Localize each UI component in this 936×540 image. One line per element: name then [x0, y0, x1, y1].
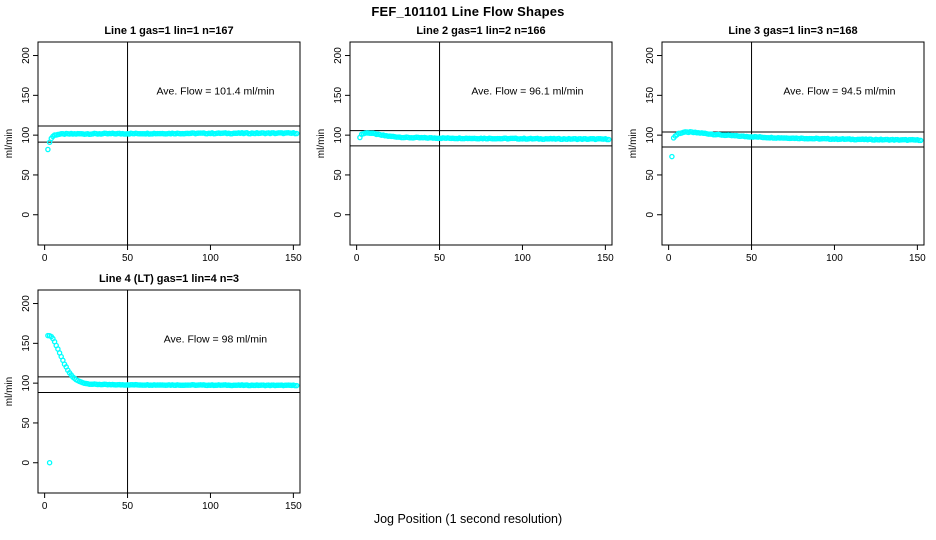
y-tick-label: 100 — [333, 126, 344, 143]
ave-flow-annotation: Ave. Flow = 98 ml/min — [164, 334, 268, 346]
panel-line1: 0 50 100 150 0 50 100 150 200 ml/min Ave. Flow = 1… — [0, 20, 312, 268]
line3-plot: 0 50 100 150 0 50 100 150 200 ml/min Ave. Flow = 9… — [628, 41, 926, 264]
x-tick-label: 100 — [826, 253, 843, 264]
data-point — [45, 146, 51, 153]
y-tick-label: 200 — [333, 47, 344, 64]
plot-frame — [661, 41, 925, 246]
y-tick-label: 200 — [21, 47, 32, 64]
plot-frame — [37, 289, 301, 494]
y-tick-label: 150 — [21, 335, 32, 352]
y-axis-title: ml/min — [316, 129, 327, 158]
x-tick-label: 0 — [42, 253, 48, 264]
y-axis-title: ml/min — [4, 377, 15, 406]
y-tick-label: 50 — [21, 417, 32, 429]
y-tick-label: 0 — [21, 212, 32, 218]
y-tick-label: 50 — [21, 169, 32, 181]
x-tick-label: 150 — [597, 253, 614, 264]
x-tick-label: 0 — [666, 253, 672, 264]
y-tick-label: 150 — [645, 87, 656, 104]
x-axis: 0 50 100 150 — [354, 245, 614, 264]
x-axis: 0 50 100 150 — [42, 245, 302, 264]
x-tick-label: 100 — [514, 253, 531, 264]
plot-frame — [37, 41, 301, 246]
panel-title-line2: Line 2 gas=1 lin=2 n=166 — [416, 25, 546, 37]
ave-flow-annotation: Ave. Flow = 94.5 ml/min — [783, 86, 895, 98]
y-axis-title: ml/min — [4, 129, 15, 158]
data-point — [917, 137, 924, 144]
panel-line4: 0 50 100 150 0 50 100 150 200 ml/min Ave. Flow = 9… — [0, 268, 312, 516]
x-tick-label: 150 — [285, 501, 302, 512]
data-points — [45, 332, 300, 466]
reference-lines — [38, 42, 300, 245]
page-title: FEF_101101 Line Flow Shapes — [371, 4, 565, 19]
x-tick-label: 50 — [122, 253, 134, 264]
x-tick-label: 0 — [354, 253, 360, 264]
x-axis-label: Jog Position (1 second resolution) — [373, 512, 563, 526]
line4-plot: 0 50 100 150 0 50 100 150 200 ml/min Ave. Flow = 9… — [4, 289, 302, 512]
x-tick-label: 50 — [746, 253, 758, 264]
x-axis: 0 50 100 150 — [42, 493, 302, 512]
y-tick-label: 50 — [645, 169, 656, 181]
data-point — [605, 136, 612, 143]
x-tick-label: 100 — [202, 253, 219, 264]
x-tick-label: 150 — [285, 253, 302, 264]
data-points — [357, 130, 612, 143]
y-axis: 0 50 100 150 200 — [645, 47, 662, 218]
data-point — [669, 153, 675, 160]
y-tick-label: 100 — [21, 126, 32, 143]
data-points — [669, 128, 924, 160]
panel-line3: 0 50 100 150 0 50 100 150 200 ml/min Ave. Flow = 9… — [624, 20, 936, 268]
y-axis: 0 50 100 150 200 — [21, 295, 38, 466]
plot-frame — [349, 41, 613, 246]
panel-line2: 0 50 100 150 0 50 100 150 200 ml/min Ave. Flow = 9… — [312, 20, 624, 268]
data-point — [293, 382, 300, 389]
y-tick-label: 150 — [21, 87, 32, 104]
y-tick-label: 150 — [333, 87, 344, 104]
y-tick-label: 0 — [645, 212, 656, 218]
reference-lines — [350, 42, 612, 245]
y-tick-label: 50 — [333, 169, 344, 181]
y-axis: 0 50 100 150 200 — [21, 47, 38, 218]
x-axis: 0 50 100 150 — [666, 245, 926, 264]
x-tick-label: 0 — [42, 501, 48, 512]
data-point — [46, 459, 53, 466]
ave-flow-annotation: Ave. Flow = 96.1 ml/min — [471, 86, 583, 98]
x-tick-label: 100 — [202, 501, 219, 512]
y-tick-label: 0 — [333, 212, 344, 218]
y-axis-title: ml/min — [628, 129, 639, 158]
panel-title-line4: Line 4 (LT) gas=1 lin=4 n=3 — [98, 273, 240, 285]
x-tick-label: 150 — [909, 253, 926, 264]
y-tick-label: 200 — [645, 47, 656, 64]
y-tick-label: 100 — [21, 374, 32, 391]
reference-lines — [38, 290, 300, 493]
y-axis: 0 50 100 150 200 — [333, 47, 350, 218]
x-tick-label: 50 — [122, 501, 134, 512]
y-tick-label: 0 — [21, 460, 32, 466]
line2-plot: 0 50 100 150 0 50 100 150 200 ml/min Ave. Flow = 9… — [316, 41, 614, 264]
reference-lines — [662, 42, 924, 245]
data-points — [45, 130, 300, 153]
x-tick-label: 50 — [434, 253, 446, 264]
panel-title-line3: Line 3 gas=1 lin=3 n=168 — [728, 25, 858, 37]
ave-flow-annotation: Ave. Flow = 101.4 ml/min — [156, 86, 274, 98]
data-point — [293, 130, 300, 137]
panel-title-line1: Line 1 gas=1 lin=1 n=167 — [104, 25, 234, 37]
y-tick-label: 200 — [21, 295, 32, 312]
line1-plot: 0 50 100 150 0 50 100 150 200 ml/min Ave. Flow = 1… — [4, 41, 302, 264]
y-tick-label: 100 — [645, 126, 656, 143]
